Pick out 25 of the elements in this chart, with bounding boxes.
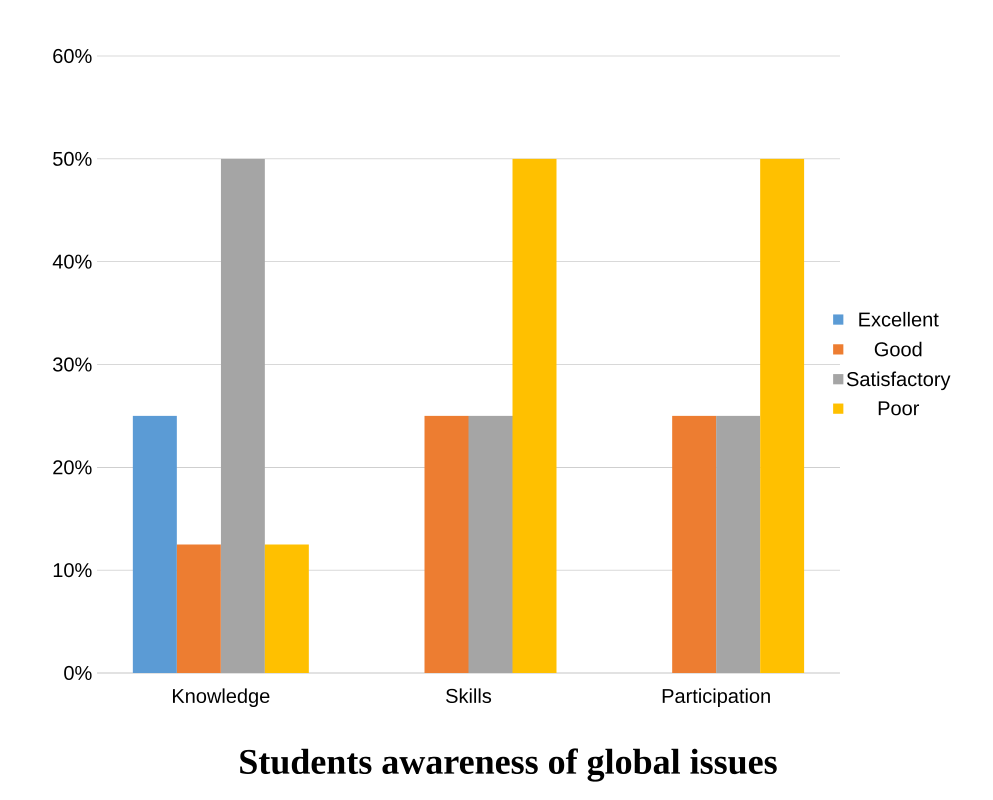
legend-label: Excellent	[859, 312, 939, 327]
legend-label: Good	[874, 342, 922, 356]
legend-label: Satisfactory	[846, 372, 950, 390]
x-tick-label: Knowledge	[172, 688, 270, 707]
bar	[220, 158, 265, 673]
bar	[132, 416, 177, 673]
bar	[468, 416, 513, 673]
bar	[716, 416, 760, 673]
bar	[760, 158, 804, 673]
y-tick-label: 10%	[54, 563, 92, 578]
y-tick-label: 50%	[53, 152, 92, 166]
y-tick-label: 0%	[64, 666, 92, 680]
x-tick-label: Skills	[446, 688, 492, 704]
y-tick-label: 30%	[53, 357, 92, 372]
y-tick-label: 20%	[53, 460, 92, 474]
bar	[512, 158, 557, 673]
bar	[672, 416, 716, 673]
bar	[424, 416, 469, 673]
y-tick-label: 60%	[53, 48, 92, 64]
y-tick-label: 40%	[52, 254, 92, 269]
x-tick-label: Participation	[662, 688, 770, 707]
bar	[176, 544, 221, 673]
text: Students awareness of global issues	[240, 748, 777, 782]
bar	[264, 544, 309, 673]
legend-label: Poor	[878, 401, 920, 416]
